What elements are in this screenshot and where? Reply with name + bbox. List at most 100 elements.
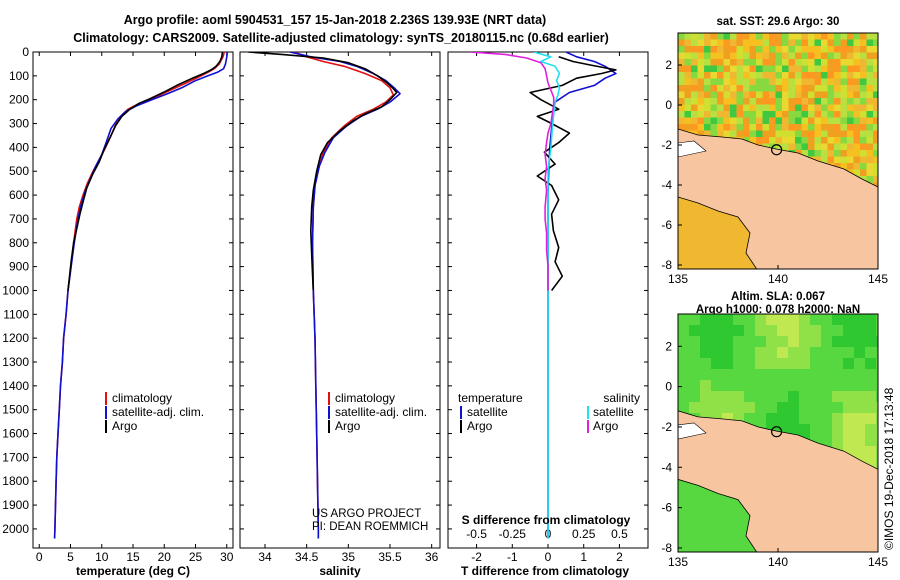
map-cell [860,137,868,145]
map-cell [860,65,868,73]
map-cell [749,130,757,138]
map-cell [860,124,868,132]
map-cell [769,91,777,99]
map-cell [808,137,816,145]
map-cell [788,402,800,414]
map-cell [697,85,705,93]
map-cell [710,91,718,99]
map-cell [810,369,822,381]
map-cell [808,39,816,47]
map-cell [733,380,745,392]
map-cell [710,104,718,112]
map-cell [678,380,690,392]
map-cell [691,124,699,132]
map-cell [704,72,712,80]
map-cell [711,336,723,348]
map-cell [733,369,745,381]
map-cell [704,52,712,60]
map-cell [873,156,878,164]
map-cell [766,369,778,381]
salinity-legend: climatology satellite-adj. clim. Argo [328,391,427,433]
map-cell [736,59,744,67]
map-cell [866,104,874,112]
map-cell [810,413,822,425]
map-cell [788,413,800,425]
map-cell [782,98,790,106]
map-cell [801,98,809,106]
map-cell [730,52,738,60]
map-cell [843,380,855,392]
map-cell [834,78,842,86]
map-cell [821,111,829,119]
map-cell [736,85,744,93]
map-cell [801,143,809,151]
map-cell [821,150,829,158]
map-cell [808,117,816,125]
map-cell [723,78,731,86]
map-cell [821,347,833,359]
map-cell [678,33,686,41]
map-cell [717,59,725,67]
map-y-tick-label: 2 [665,339,672,353]
map-cell [710,98,718,106]
map-cell [799,380,811,392]
map-cell [821,130,829,138]
map-cell [755,402,767,414]
map-cell [866,78,874,86]
map-cell [697,111,705,119]
map-cell [689,336,701,348]
map-cell [799,424,811,436]
map-cell [854,325,866,337]
map-cell [777,369,789,381]
map-cell [749,46,757,54]
map-cell [854,380,866,392]
map-cell [710,124,718,132]
map-cell [801,104,809,112]
map-cell [756,91,764,99]
map-cell [853,163,861,171]
map-cell [873,65,878,73]
sst-map-title: sat. SST: 29.6 Argo: 30 [717,16,840,28]
map-cell [678,347,690,359]
map-cell [711,391,723,403]
map-cell [854,369,866,381]
map-cell [865,435,877,447]
map-cell [775,130,783,138]
map-cell [775,137,783,145]
map-cell [801,52,809,60]
map-cell [722,358,734,370]
map-cell [821,413,833,425]
map-cell [704,85,712,93]
map-cell [860,78,868,86]
map-cell [678,117,686,125]
map-cell [782,78,790,86]
map-cell [854,391,866,403]
map-cell [865,380,877,392]
map-cell [744,336,756,348]
map-cell [769,124,777,132]
map-cell [827,91,835,99]
map-cell [749,59,757,67]
map-x-tick-label: 140 [768,272,788,286]
x-tick-label: 34.5 [295,550,319,564]
map-cell [810,380,822,392]
map-cell [697,78,705,86]
y-tick-label: 900 [9,260,29,274]
map-cell [710,46,718,54]
map-cell [678,111,686,119]
map-cell [775,124,783,132]
map-cell [853,111,861,119]
map-cell [801,59,809,67]
map-cell [678,104,686,112]
map-cell [827,117,835,125]
map-cell [834,85,842,93]
map-cell [821,46,829,54]
map-cell [847,156,855,164]
map-cell [782,52,790,60]
map-cell [704,130,712,138]
map-cell [697,124,705,132]
map-cell [801,39,809,47]
map-cell [736,111,744,119]
map-cell [866,91,874,99]
map-cell [873,104,878,112]
